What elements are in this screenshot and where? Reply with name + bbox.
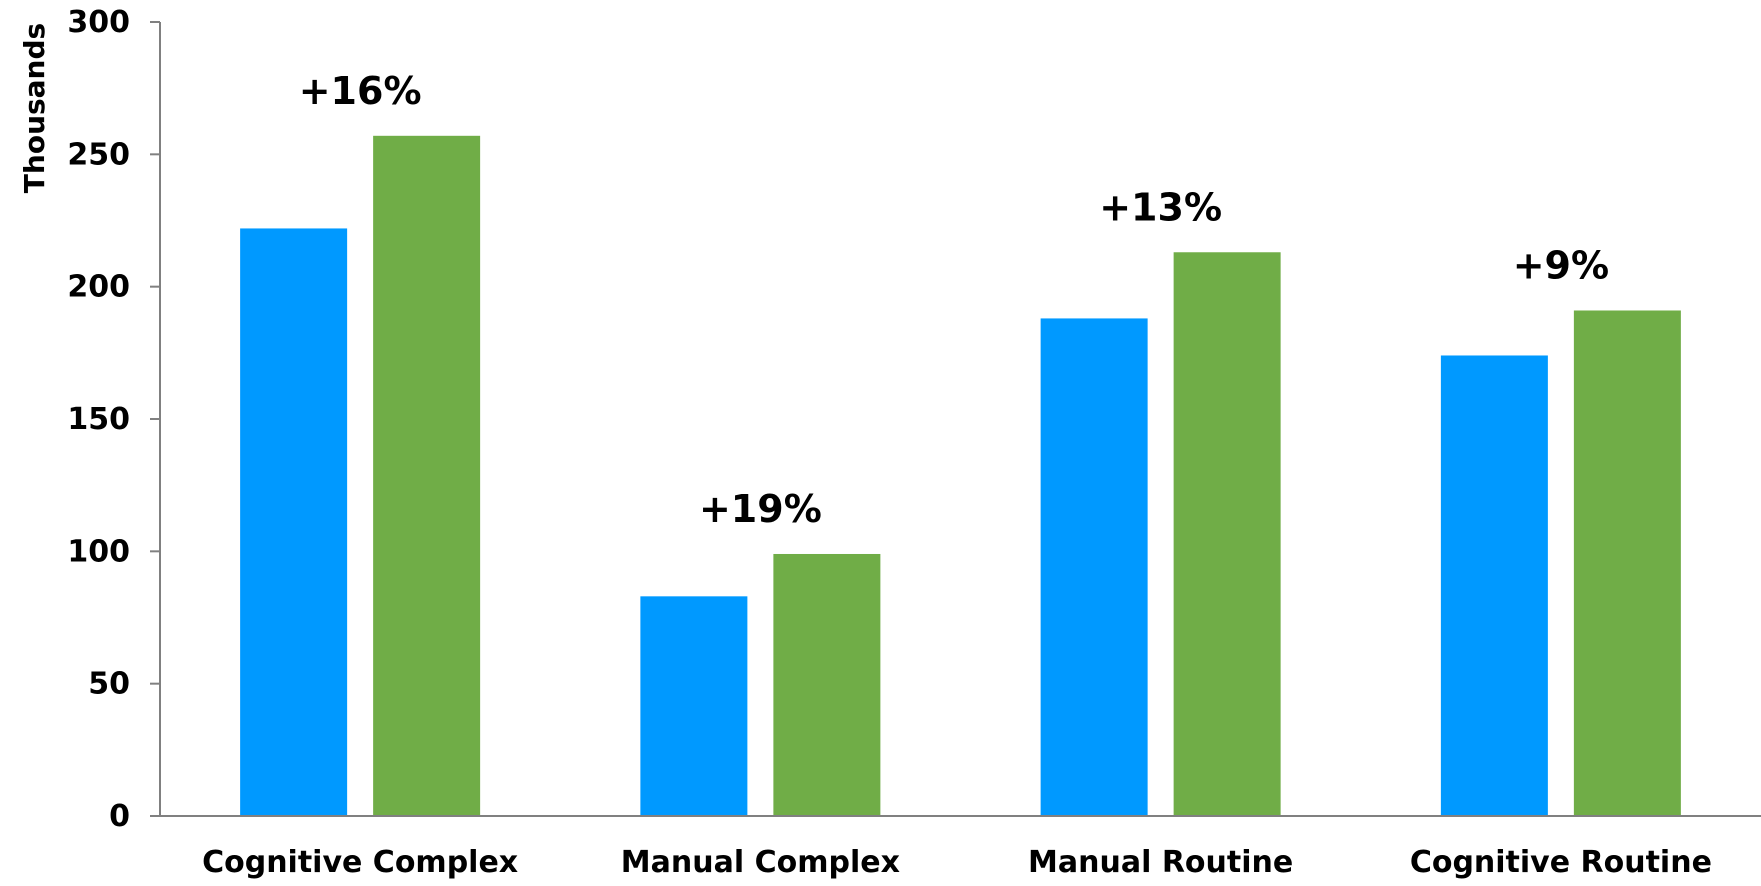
change-label: +19% xyxy=(699,487,822,531)
y-tick-label: 100 xyxy=(67,534,130,569)
category-label: Cognitive Routine xyxy=(1410,845,1712,880)
bar-second-series xyxy=(773,553,881,816)
y-tick-label: 300 xyxy=(67,5,130,40)
change-label: +13% xyxy=(1099,185,1222,229)
category-label: Manual Routine xyxy=(1028,845,1293,880)
bar-second-series xyxy=(1573,310,1681,816)
y-tick-label: 250 xyxy=(67,137,130,172)
y-tick-label: 0 xyxy=(109,799,130,834)
x-axis: Cognitive Complex Manual Complex Manual Ro… xyxy=(202,845,1712,880)
bar-first-series xyxy=(1440,355,1548,816)
y-tick-label: 200 xyxy=(67,270,130,305)
category-label: Manual Complex xyxy=(621,845,900,880)
bar-first-series xyxy=(1040,318,1148,816)
y-tick-label: 50 xyxy=(88,667,130,702)
bar-first-series xyxy=(240,228,348,816)
data-labels: +16% +19% +13% +9% xyxy=(299,69,1609,531)
y-tick-label: 150 xyxy=(67,402,130,437)
change-label: +16% xyxy=(299,69,422,113)
category-label: Cognitive Complex xyxy=(202,845,518,880)
bar-second-series xyxy=(1173,252,1281,816)
bars xyxy=(240,135,1681,817)
y-axis: 0 50 100 150 200 250 300 xyxy=(67,5,160,834)
y-axis-title: Thousands xyxy=(18,23,51,193)
bar-second-series xyxy=(373,135,481,817)
bar-first-series xyxy=(640,596,748,816)
change-label: +9% xyxy=(1513,243,1609,287)
